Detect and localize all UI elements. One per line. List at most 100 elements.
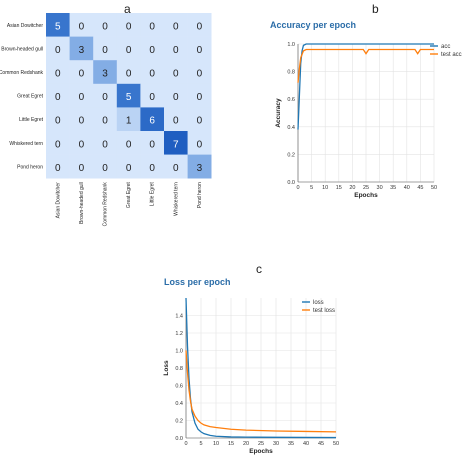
cm-value-6-6: 3 xyxy=(197,163,203,174)
series-line-test-acc xyxy=(297,48,434,83)
cm-value-0-5: 0 xyxy=(173,21,179,32)
x-tick-label: 35 xyxy=(390,185,396,191)
cm-value-2-5: 0 xyxy=(173,69,179,80)
cm-cell-4-2 xyxy=(93,107,118,132)
x-tick-label: 20 xyxy=(349,185,355,191)
cm-column-label: Little Egret xyxy=(150,182,156,207)
cm-cell-3-2 xyxy=(93,83,118,108)
cm-cell-4-6 xyxy=(187,107,212,132)
legend-label: loss xyxy=(313,300,324,306)
y-tick-label: 1.0 xyxy=(287,42,295,48)
cm-row-label: Great Egret xyxy=(17,94,43,100)
cm-value-1-6: 0 xyxy=(197,45,203,56)
cm-value-1-5: 0 xyxy=(173,45,179,56)
x-tick-label: 25 xyxy=(363,185,369,191)
cm-cell-0-1 xyxy=(69,13,94,37)
x-tick-label: 0 xyxy=(184,441,187,447)
cm-value-2-3: 0 xyxy=(126,69,132,80)
y-tick-label: 1.2 xyxy=(175,331,183,337)
cm-cell-6-0 xyxy=(46,154,70,179)
cm-value-5-0: 0 xyxy=(55,139,61,150)
cm-value-6-5: 0 xyxy=(173,163,179,174)
cm-cell-3-4 xyxy=(140,83,165,108)
loss-chart: Loss per epoch 0.0 0.2 0.4 0.6 0.8 1.0 1.2 1.4 0 5… xyxy=(163,277,339,455)
cm-value-1-0: 0 xyxy=(55,45,61,56)
cm-row-label: Common Redshank xyxy=(0,70,43,76)
cm-column-label: Whiskered tern xyxy=(173,182,179,216)
legend-label: test acc xyxy=(441,52,462,58)
y-tick-label: 1.4 xyxy=(175,314,183,320)
cm-row-label: Brown-headed gull xyxy=(1,46,43,52)
cm-cell-2-2 xyxy=(93,60,118,85)
cm-value-3-1: 0 xyxy=(79,92,85,103)
cm-cell-5-5 xyxy=(164,131,188,155)
cm-cell-2-4 xyxy=(140,60,165,85)
x-tick-label: 0 xyxy=(296,185,299,191)
y-tick-label: 0.0 xyxy=(175,436,183,442)
cm-value-4-3: 1 xyxy=(126,116,132,127)
cm-cell-4-4 xyxy=(140,107,165,132)
x-tick-label: 20 xyxy=(243,441,249,447)
cm-cell-6-2 xyxy=(93,154,118,179)
cm-cell-5-2 xyxy=(93,131,118,155)
cm-cell-3-1 xyxy=(69,83,94,108)
cm-value-6-4: 0 xyxy=(149,163,155,174)
cm-cell-2-1 xyxy=(69,60,94,85)
cm-cell-3-0 xyxy=(46,83,70,108)
cm-value-6-1: 0 xyxy=(79,163,85,174)
cm-value-5-6: 0 xyxy=(197,139,203,150)
series-line-acc xyxy=(297,43,434,130)
cm-cell-1-3 xyxy=(116,36,141,61)
cm-cell-2-0 xyxy=(46,60,70,85)
cm-value-2-2: 3 xyxy=(102,69,108,80)
chart-title: Accuracy per epoch xyxy=(270,20,356,30)
y-tick-label: 0.6 xyxy=(175,384,183,390)
cm-cell-1-4 xyxy=(140,36,165,61)
cm-value-0-3: 0 xyxy=(126,21,132,32)
cm-cell-3-3 xyxy=(116,83,141,108)
cm-value-5-2: 0 xyxy=(102,139,108,150)
cm-value-5-3: 0 xyxy=(126,139,132,150)
y-tick-label: 0.4 xyxy=(287,125,295,131)
cm-cell-0-5 xyxy=(164,13,188,37)
cm-value-0-6: 0 xyxy=(197,21,203,32)
cm-column-label: Asian Dowitcher xyxy=(55,182,61,218)
legend-label: test loss xyxy=(313,308,335,314)
cm-column-label: Pond heron xyxy=(197,182,203,208)
y-tick-label: 0.0 xyxy=(287,180,295,186)
cm-value-1-3: 0 xyxy=(126,45,132,56)
x-tick-label: 30 xyxy=(273,441,279,447)
cm-column-label: Great Egret xyxy=(126,182,132,208)
y-axis-label: Loss xyxy=(163,360,170,376)
cm-value-0-4: 0 xyxy=(149,21,155,32)
x-tick-label: 50 xyxy=(431,185,437,191)
cm-cell-4-0 xyxy=(46,107,70,132)
cm-value-1-4: 0 xyxy=(149,45,155,56)
cm-cell-2-5 xyxy=(164,60,188,85)
cm-cell-1-0 xyxy=(46,36,70,61)
y-tick-label: 0.4 xyxy=(175,401,183,407)
cm-row-label: Pond heron xyxy=(17,164,43,170)
x-tick-label: 50 xyxy=(333,441,339,447)
x-tick-label: 40 xyxy=(404,185,410,191)
cm-cell-6-1 xyxy=(69,154,94,179)
cm-column-label: Common Redshank xyxy=(103,182,109,227)
cm-value-3-4: 0 xyxy=(149,92,155,103)
x-tick-label: 5 xyxy=(199,441,202,447)
cm-row-label: Asian Dowitcher xyxy=(7,23,43,29)
x-tick-label: 40 xyxy=(303,441,309,447)
cm-value-5-5: 7 xyxy=(173,139,179,150)
cm-value-0-0: 5 xyxy=(55,21,61,32)
cm-cell-3-5 xyxy=(164,83,188,108)
cm-cell-1-1 xyxy=(69,36,94,61)
panel-label-a: a xyxy=(124,2,131,16)
panel-label-c: c xyxy=(256,262,262,276)
series-line-test-loss xyxy=(185,350,337,433)
accuracy-chart: Accuracy per epoch 0.0 0.2 0.4 0.6 0.8 1.0 0 5 10… xyxy=(270,20,462,199)
y-tick-label: 0.8 xyxy=(287,70,295,76)
cm-value-3-0: 0 xyxy=(55,92,61,103)
cm-value-1-2: 0 xyxy=(102,45,108,56)
cm-value-4-5: 0 xyxy=(173,116,179,127)
panel-label-b: b xyxy=(372,2,379,16)
cm-cell-3-6 xyxy=(187,83,212,108)
